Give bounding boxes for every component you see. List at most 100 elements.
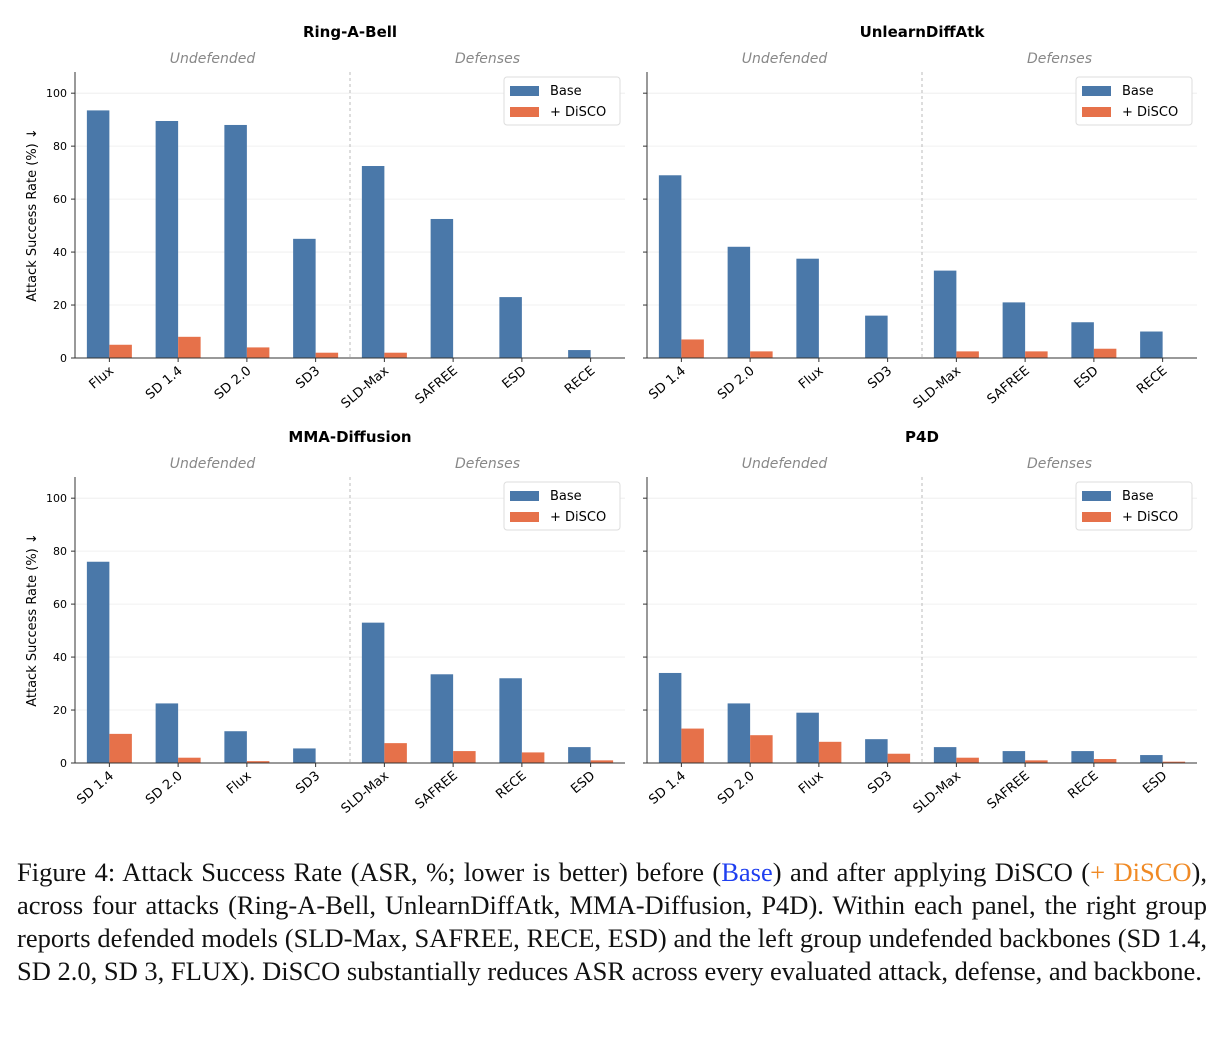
- caption-prefix: Figure 4:: [17, 857, 116, 887]
- x-tick-label-esd: ESD: [1072, 364, 1102, 393]
- bar-disco-sld-max: [384, 743, 407, 763]
- legend: Base + DiSCO: [1075, 76, 1193, 126]
- x-tick-label-rece: RECE: [562, 364, 598, 398]
- caption-text-1: Attack Success Rate (ASR, %; lower is be…: [122, 857, 722, 887]
- bar-disco-esd: [590, 760, 614, 763]
- x-tick-label-safree: SAFREE: [413, 364, 461, 408]
- bar-base-sd-2-0: [727, 703, 751, 763]
- bar-base-rece: [1140, 331, 1163, 358]
- y-tick-label: 60: [53, 598, 67, 611]
- legend-swatch-base: [510, 86, 539, 96]
- x-tick-label-esd: ESD: [1140, 769, 1170, 798]
- bar-disco-sld-max: [956, 351, 979, 358]
- legend: Base + DiSCO: [503, 481, 621, 531]
- x-tick-label-sd-2-0: SD 2.0: [143, 769, 186, 808]
- bar-base-safree: [1002, 302, 1026, 358]
- x-tick-label-sd3: SD3: [865, 364, 895, 393]
- bar-disco-sd-2-0: [246, 347, 270, 358]
- bar-base-sd3: [293, 238, 316, 358]
- x-tick-label-flux: Flux: [796, 363, 827, 392]
- x-tick-label-sld-max: SLD-Max: [911, 768, 965, 816]
- group-label-defenses: Defenses: [455, 51, 520, 67]
- bar-base-safree: [430, 218, 454, 358]
- y-tick-label: 0: [60, 352, 67, 365]
- bar-base-flux: [86, 110, 110, 358]
- panel-title: P4D: [905, 428, 939, 446]
- legend-label-disco: + DiSCO: [550, 510, 606, 525]
- y-tick-label: 80: [53, 545, 67, 558]
- y-tick-label: 20: [53, 299, 67, 312]
- chart-panel-2: Undefended Defenses UnlearnDiffAtk SD 1.4 SD…: [643, 23, 1197, 412]
- legend-swatch-base: [510, 491, 539, 501]
- bar-base-sd3: [293, 748, 316, 763]
- bar-base-rece: [1071, 751, 1094, 763]
- bar-disco-sd3: [315, 352, 339, 358]
- panel-title: MMA-Diffusion: [288, 428, 411, 446]
- y-axis-label: Attack Success Rate (%) ↓: [25, 128, 40, 302]
- bar-base-sd-2-0: [155, 703, 179, 763]
- bar-base-flux: [796, 712, 819, 763]
- x-tick-label-sd-2-0: SD 2.0: [212, 364, 255, 403]
- bar-disco-sd3: [887, 753, 911, 763]
- x-tick-label-sd3: SD3: [293, 769, 323, 798]
- legend-swatch-base: [1082, 86, 1111, 96]
- legend: Base + DiSCO: [503, 76, 621, 126]
- bar-base-sld-max: [933, 747, 957, 763]
- legend-label-base: Base: [550, 489, 582, 504]
- x-tick-label-safree: SAFREE: [985, 364, 1033, 408]
- x-tick-label-sd-2-0: SD 2.0: [715, 364, 758, 403]
- group-label-undefended: Undefended: [170, 456, 256, 472]
- group-label-undefended: Undefended: [742, 456, 828, 472]
- y-tick-label: 60: [53, 193, 67, 206]
- bar-disco-sd-1-4: [681, 339, 704, 358]
- bar-disco-sd-1-4: [178, 336, 201, 358]
- bar-base-sd3: [865, 739, 888, 763]
- x-tick-label-sld-max: SLD-Max: [339, 768, 393, 816]
- chart-panel-3: Undefended Defenses MMA-Diffusion 0 20 40 60 80…: [25, 428, 625, 817]
- chart-panel-4: Undefended Defenses P4D SD 1.4 SD 2.0 Flux SD3…: [643, 428, 1197, 817]
- legend-label-base: Base: [1122, 84, 1154, 99]
- bar-base-esd: [499, 297, 522, 358]
- x-tick-label-flux: Flux: [224, 768, 255, 797]
- legend-swatch-base: [1082, 491, 1111, 501]
- bar-base-sd-2-0: [224, 124, 247, 359]
- y-tick-label: 40: [53, 246, 67, 259]
- x-tick-label-sld-max: SLD-Max: [339, 363, 393, 411]
- x-tick-label-flux: Flux: [796, 768, 827, 797]
- x-tick-label-rece: RECE: [493, 769, 529, 803]
- caption-text-3: ), across four attacks (Ring-A-Bell, Unl…: [17, 857, 1207, 986]
- y-tick-label: 0: [60, 757, 67, 770]
- x-tick-label-sd-1-4: SD 1.4: [646, 364, 689, 403]
- legend-swatch-disco: [510, 512, 539, 522]
- group-label-undefended: Undefended: [742, 51, 828, 67]
- bar-disco-safree: [1025, 760, 1048, 763]
- x-tick-label-safree: SAFREE: [985, 769, 1033, 813]
- panel-title: Ring-A-Bell: [303, 23, 397, 41]
- x-tick-label-rece: RECE: [1065, 769, 1101, 803]
- bar-disco-esd: [1093, 348, 1117, 358]
- legend-label-base: Base: [550, 84, 582, 99]
- group-label-defenses: Defenses: [1027, 456, 1092, 472]
- bar-base-sld-max: [361, 166, 385, 358]
- legend-label-disco: + DiSCO: [550, 105, 606, 120]
- caption-disco-word: + DiSCO: [1090, 857, 1192, 887]
- bar-base-sld-max: [361, 622, 385, 763]
- bar-disco-flux: [818, 741, 842, 763]
- legend-swatch-disco: [1082, 512, 1111, 522]
- y-tick-label: 100: [46, 492, 67, 505]
- bar-disco-sd-2-0: [750, 351, 773, 358]
- figure-caption: Figure 4: Attack Success Rate (ASR, %; l…: [17, 856, 1207, 988]
- bar-disco-sd-1-4: [681, 728, 704, 763]
- legend-swatch-disco: [1082, 107, 1111, 117]
- x-tick-label-sld-max: SLD-Max: [911, 363, 965, 411]
- y-tick-label: 40: [53, 651, 67, 664]
- y-tick-label: 100: [46, 87, 67, 100]
- x-tick-label-sd-2-0: SD 2.0: [715, 769, 758, 808]
- bar-base-sd3: [865, 315, 888, 358]
- bar-base-sd-1-4: [155, 120, 179, 358]
- bar-disco-rece: [521, 752, 545, 763]
- legend-label-disco: + DiSCO: [1122, 510, 1178, 525]
- caption-base-word: Base: [721, 857, 773, 887]
- y-tick-label: 80: [53, 140, 67, 153]
- group-label-defenses: Defenses: [1027, 51, 1092, 67]
